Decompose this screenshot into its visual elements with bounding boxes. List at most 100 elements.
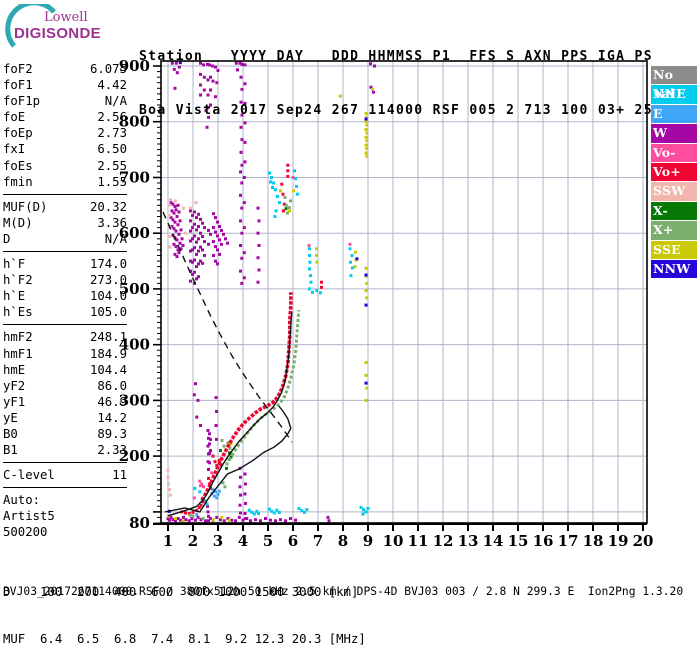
station-header-row-labels: Station YYYY DAY DDD HHMMSS P1 FFS S AXN… — [139, 49, 653, 64]
legend-item-x-: X- — [651, 201, 697, 222]
param-label: B0 — [3, 426, 18, 441]
param-label: B1 — [3, 443, 18, 458]
scaled-parameters-panel: foF2 6.075 foF1 4.42 foF1p N/A foE 2.56 foEp 2.73… — [3, 60, 127, 548]
distance-row: D 100 200 400 600 800 1000 1500 3000 [km… — [3, 585, 359, 599]
param-row-hf2: h`F2 273.0 — [3, 272, 127, 288]
param-label: yF1 — [3, 394, 26, 409]
param-value: 14.2 — [97, 410, 127, 425]
param-row-hes: h`Es 105.0 — [3, 304, 127, 320]
svg-text:7: 7 — [313, 532, 323, 550]
param-row-he: h`E 104.0 — [3, 288, 127, 304]
svg-text:2: 2 — [188, 532, 198, 550]
param-group: h`F 174.0 h`F2 273.0 h`E 104.0 h`Es 105.0 — [3, 255, 127, 326]
param-value: 2.73 — [97, 126, 127, 141]
param-value: N/A — [104, 94, 127, 109]
param-value: 248.1 — [89, 330, 127, 345]
legend-item-e: E — [651, 104, 697, 125]
svg-text:4: 4 — [238, 532, 248, 550]
param-value: 2.33 — [97, 443, 127, 458]
param-group: MUF(D) 20.32 M(D) 3.36 D N/A — [3, 198, 127, 253]
param-value: 184.9 — [89, 346, 127, 361]
param-value: 105.0 — [89, 305, 127, 320]
legend-item-nnw: NNW — [651, 259, 697, 280]
param-value: 46.9 — [97, 394, 127, 409]
param-value: 11 — [112, 468, 127, 483]
param-row-yf2: yF2 86.0 — [3, 378, 127, 394]
param-label: foF1p — [3, 94, 41, 109]
param-row-yf1: yF1 46.9 — [3, 394, 127, 410]
param-value: 1.55 — [97, 174, 127, 189]
param-label: D — [3, 231, 11, 246]
param-row-fof2: foF2 6.075 — [3, 61, 127, 77]
param-label: yE — [3, 410, 18, 425]
svg-text:11: 11 — [408, 532, 429, 550]
param-row-b1: B1 2.33 — [3, 442, 127, 458]
param-value: 2.55 — [97, 158, 127, 173]
param-label: foF2 — [3, 62, 33, 76]
legend-item-ssw: SSW — [651, 182, 697, 202]
svg-text:5: 5 — [263, 532, 273, 550]
param-label: hmE — [3, 362, 26, 377]
param-label: hmF1 — [3, 346, 33, 361]
param-value: 4.42 — [97, 78, 127, 93]
param-label: yF2 — [3, 378, 26, 393]
param-label: C-level — [3, 468, 55, 483]
svg-text:8: 8 — [338, 532, 348, 550]
logo-text-digisonde: DIGISONDE — [14, 25, 101, 42]
param-label: fxI — [3, 142, 26, 157]
svg-text:13: 13 — [458, 532, 479, 550]
param-label: h`E — [3, 289, 26, 304]
param-value: 104.0 — [89, 289, 127, 304]
station-header: Station YYYY DAY DDD HHMMSS P1 FFS S AXN… — [139, 12, 653, 138]
param-value: 89.3 — [97, 426, 127, 441]
param-value: 2.56 — [97, 110, 127, 125]
legend-item-noval: No Val — [651, 66, 697, 101]
legend-item-w: W — [651, 124, 697, 144]
param-label: M(D) — [3, 215, 33, 230]
muf-row: MUF 6.4 6.5 6.8 7.4 8.1 9.2 12.3 20.3 [M… — [3, 631, 366, 646]
station-header-row-values: Boa Vista 2017 Sep24 267 114000 RSF 005 … — [139, 103, 653, 118]
param-row-foes: foEs 2.55 — [3, 158, 127, 174]
param-label: MUF(D) — [3, 199, 48, 214]
param-label: foEs — [3, 158, 33, 173]
param-row-fof1p: foF1p N/A — [3, 93, 127, 109]
param-label: Artist5 — [3, 509, 55, 524]
param-label: h`F — [3, 257, 26, 272]
param-label: h`Es — [3, 305, 33, 320]
param-row-hf: h`F 174.0 — [3, 256, 127, 272]
param-value: 6.075 — [89, 62, 127, 76]
param-label: Auto: — [3, 493, 41, 508]
svg-text:6: 6 — [288, 532, 298, 550]
param-row-fof1: foF1 4.42 — [3, 77, 127, 93]
svg-text:18: 18 — [583, 532, 604, 550]
svg-text:1: 1 — [163, 532, 173, 550]
legend-item-x+: X+ — [651, 221, 697, 241]
param-label: h`F2 — [3, 273, 33, 288]
param-row-foep: foEp 2.73 — [3, 125, 127, 141]
param-row-artist5: Artist5 — [3, 508, 127, 524]
profile-and-transmission-curves — [162, 211, 293, 517]
param-row-foe: foE 2.56 — [3, 109, 127, 125]
param-row-md: M(D) 3.36 — [3, 215, 127, 231]
param-label: 500200 — [3, 525, 48, 540]
svg-text:15: 15 — [508, 532, 529, 550]
o-and-x-traces — [200, 292, 301, 502]
param-group: hmF2 248.1 hmF1 184.9 hmE 104.4 yF2 86.0 yF1 46.9… — [3, 328, 127, 464]
param-value: 86.0 — [97, 378, 127, 393]
param-row-d: D N/A — [3, 231, 127, 247]
param-value: 20.32 — [89, 199, 127, 214]
legend-item-nne: NNE — [651, 85, 697, 105]
file-info-footer: BVJ03_2017267114000.RSF / 380fx512h 50 k… — [3, 585, 684, 598]
svg-text:20: 20 — [633, 532, 654, 550]
svg-text:19: 19 — [608, 532, 629, 550]
svg-text:80: 80 — [129, 514, 150, 532]
param-row-mufd: MUF(D) 20.32 — [3, 199, 127, 215]
param-label: foF1 — [3, 78, 33, 93]
param-row-clevel: C-level 11 — [3, 467, 127, 483]
logo-arc-icon — [5, 0, 56, 48]
param-row-auto: Auto: — [3, 492, 127, 508]
param-label: foE — [3, 110, 26, 125]
param-value: 273.0 — [89, 273, 127, 288]
param-group: foF2 6.075 foF1 4.42 foF1p N/A foE 2.56 foEp 2.73… — [3, 60, 127, 195]
